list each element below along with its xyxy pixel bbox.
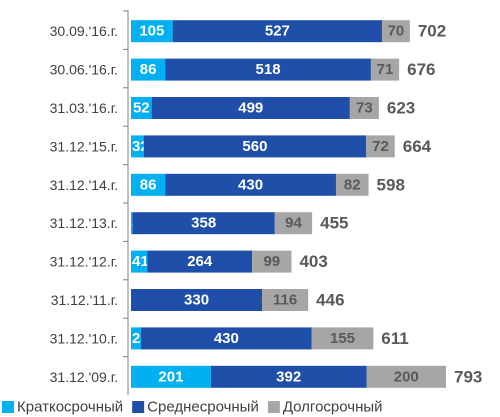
bar-segment	[147, 250, 253, 273]
total-label: 403	[299, 252, 327, 271]
category-label: 30.09.'16.г.	[50, 23, 118, 39]
total-label: 702	[418, 22, 446, 41]
bar-segment	[366, 135, 395, 158]
data-label: 105	[139, 23, 164, 40]
legend-swatch	[2, 401, 14, 413]
bar-segment	[131, 97, 152, 119]
data-label: 73	[356, 100, 373, 117]
bar-segment	[140, 327, 312, 350]
bar-segment	[210, 365, 367, 388]
data-label: 99	[263, 253, 280, 270]
data-label: 41	[132, 253, 149, 270]
total-label: 793	[454, 367, 482, 386]
legend-swatch	[132, 401, 145, 413]
category-label: 31.12.'13.г.	[50, 215, 118, 231]
category-label: 31.03.'16.г.	[50, 100, 118, 116]
bar-segment	[366, 365, 446, 388]
bar-segment	[262, 289, 309, 311]
bar-segment	[143, 135, 367, 158]
bar-segment	[335, 173, 369, 196]
data-label: 155	[330, 330, 355, 347]
legend-label: Среднесрочный	[147, 399, 259, 416]
legend-label: Краткосрочный	[17, 399, 123, 416]
bar-segment	[131, 58, 166, 81]
data-label: 358	[191, 215, 216, 232]
category-label: 30.06.'16.г.	[50, 62, 118, 78]
data-label: 499	[238, 100, 263, 117]
bar-segment	[131, 365, 211, 388]
data-label: 72	[372, 138, 389, 155]
bar-segment	[382, 20, 410, 43]
data-label: 200	[394, 368, 419, 385]
bar-segment	[131, 173, 166, 196]
bar-segment	[165, 173, 336, 196]
total-label: 676	[407, 60, 435, 79]
bar-segment	[131, 20, 173, 43]
bar-segment	[131, 289, 263, 311]
data-label: 116	[273, 292, 297, 309]
data-label: 70	[388, 23, 405, 40]
category-label: 31.12.'15.г.	[50, 138, 118, 154]
bar-segment	[131, 327, 141, 350]
data-label: 94	[285, 215, 302, 232]
total-label: 611	[381, 329, 408, 348]
data-label: 430	[214, 330, 239, 347]
bar-segment	[131, 250, 148, 273]
bar-segment	[131, 212, 133, 235]
total-label: 598	[377, 175, 405, 194]
total-label: 664	[403, 137, 432, 156]
data-label: 86	[140, 176, 157, 193]
category-label: 31.12.'14.г.	[50, 177, 118, 193]
legend-label: Долгосрочный	[283, 399, 383, 416]
data-label: 330	[184, 292, 209, 309]
bar-segment	[172, 20, 383, 43]
data-label: 560	[242, 138, 267, 155]
data-label: 86	[140, 61, 157, 78]
bar-segment	[274, 212, 313, 235]
category-label: 31.12.'10.г.	[50, 330, 118, 346]
data-label: 82	[344, 176, 361, 193]
total-label: 446	[316, 291, 344, 310]
bar-segment	[151, 97, 350, 119]
data-label: 71	[377, 61, 394, 78]
bar-segment	[165, 58, 371, 81]
data-label: 392	[276, 368, 301, 385]
total-label: 623	[387, 99, 415, 118]
category-label: 31.12.'09.г.	[50, 369, 118, 385]
bar-segment	[349, 97, 379, 119]
legend-swatch	[267, 401, 280, 413]
data-label: 527	[265, 23, 290, 40]
bar-segment	[311, 327, 374, 350]
bar-segment	[252, 250, 292, 273]
data-label: 52	[133, 100, 150, 117]
data-label: 201	[158, 368, 183, 385]
bar-segment	[370, 58, 400, 81]
data-label: 264	[187, 253, 213, 270]
bar-segment	[131, 135, 144, 158]
category-label: 31.12.'11.г.	[51, 292, 118, 308]
data-label: 430	[238, 176, 263, 193]
category-label: 31.12.'12.г.	[50, 254, 118, 270]
data-label: 518	[256, 61, 281, 78]
bar-segment	[132, 212, 275, 235]
total-label: 455	[320, 214, 348, 233]
